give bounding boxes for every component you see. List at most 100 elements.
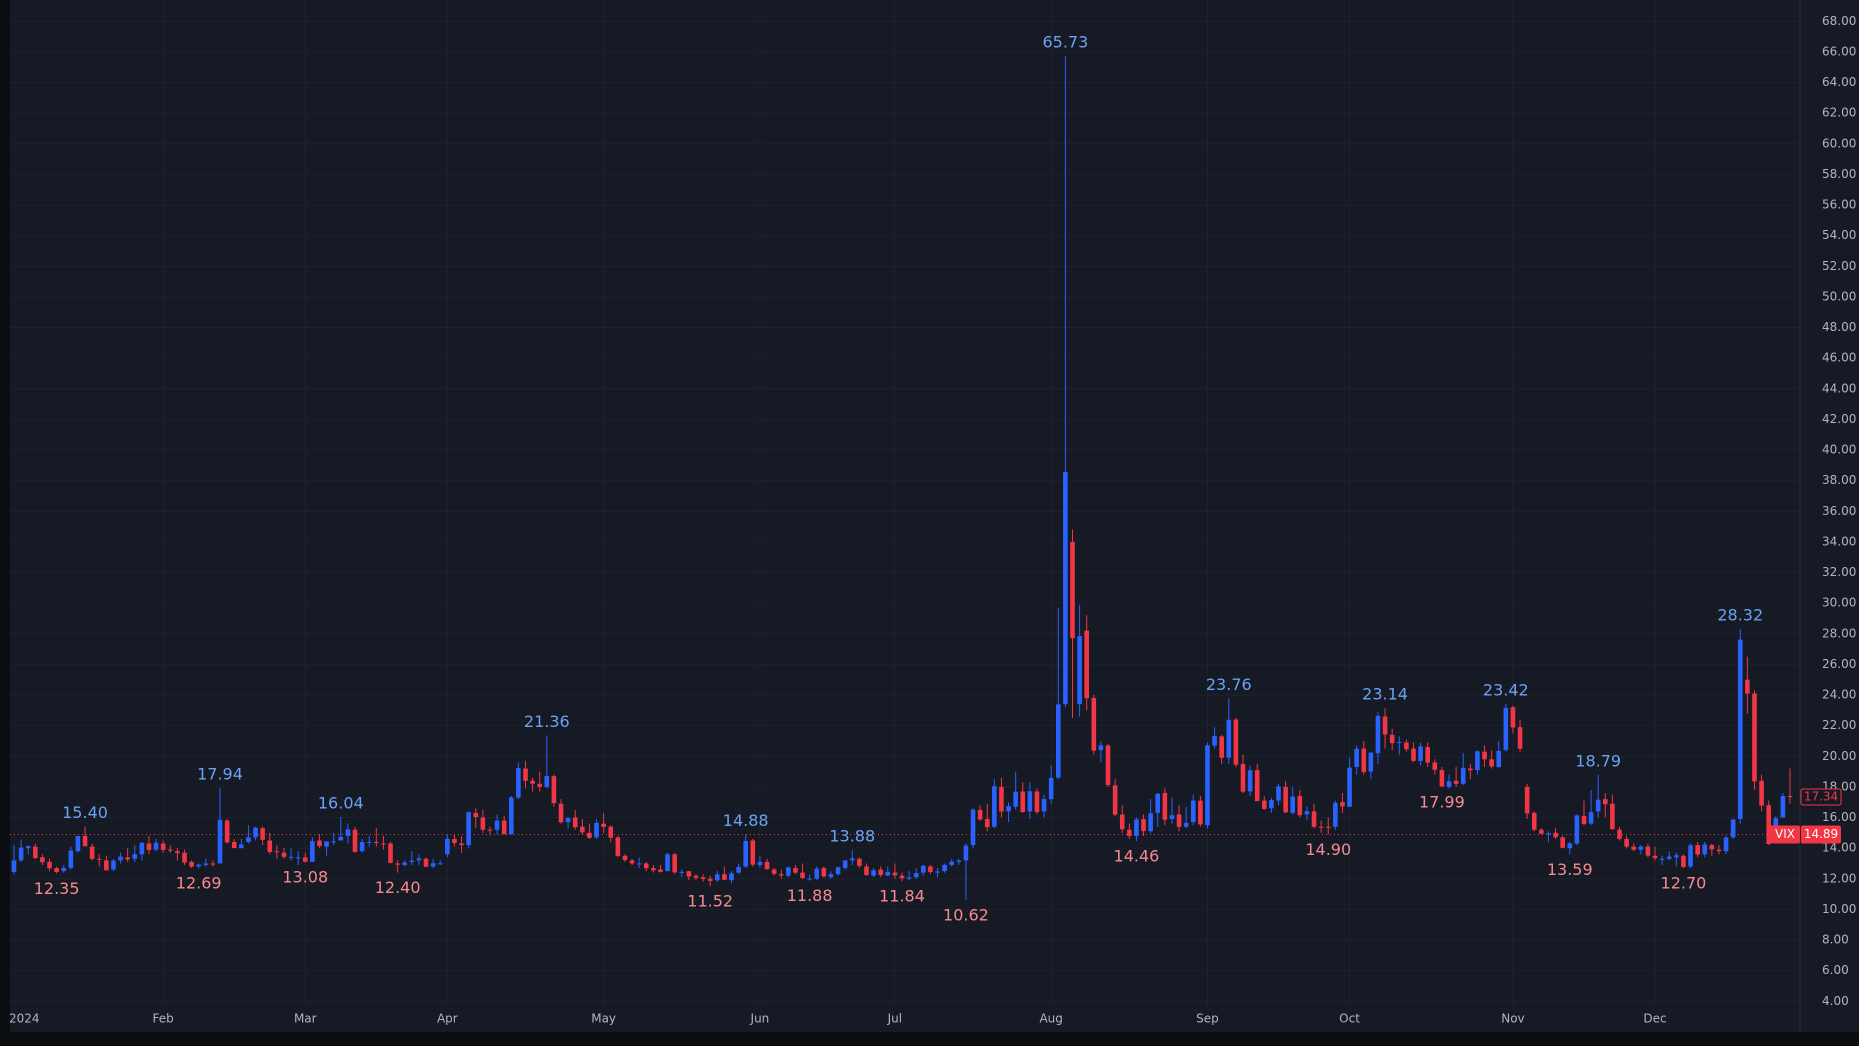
candle-body xyxy=(530,780,535,784)
candle-body xyxy=(928,866,933,873)
candle-body xyxy=(487,829,493,831)
candle-body xyxy=(61,868,67,872)
candle-body xyxy=(963,845,969,861)
candle-body xyxy=(977,809,983,820)
candle-body xyxy=(849,858,855,861)
candle-body xyxy=(1070,541,1075,639)
candle-body xyxy=(629,860,635,864)
y-tick-label: 48.00 xyxy=(1822,320,1856,334)
candle-body xyxy=(1212,736,1217,746)
candle-body xyxy=(1162,793,1168,820)
candle-body xyxy=(1553,832,1558,838)
candle-body xyxy=(1112,785,1118,815)
candle-body xyxy=(992,786,997,827)
candle-body xyxy=(572,817,578,828)
candle-body xyxy=(1730,819,1736,838)
candle-body xyxy=(345,829,351,836)
candle-body xyxy=(771,869,777,874)
candle-body xyxy=(1581,815,1587,824)
candle-body xyxy=(793,868,798,873)
candle-body xyxy=(1482,751,1487,760)
candle-body xyxy=(125,857,130,860)
candle-body xyxy=(679,871,685,873)
candle-body xyxy=(75,836,81,852)
y-tick-label: 66.00 xyxy=(1822,44,1856,58)
candle-body xyxy=(1134,819,1139,836)
candle-body xyxy=(203,863,209,865)
candle-body xyxy=(1276,786,1281,801)
high-label: 23.42 xyxy=(1483,680,1529,699)
candle-body xyxy=(1368,752,1374,772)
candle-body xyxy=(409,860,415,862)
candle-body xyxy=(182,852,187,863)
candle-body xyxy=(1681,855,1686,867)
candle-body xyxy=(1311,811,1317,827)
candle-body xyxy=(665,854,670,872)
candle-body xyxy=(1695,845,1700,855)
candle-body xyxy=(89,846,95,859)
candle-body xyxy=(1205,745,1210,826)
candle-body xyxy=(494,820,500,830)
low-label: 11.88 xyxy=(787,886,833,905)
candle-body xyxy=(864,866,869,876)
candle-body xyxy=(1176,814,1182,827)
candle-body xyxy=(516,768,521,798)
y-tick-label: 26.00 xyxy=(1822,657,1856,671)
candle-body xyxy=(1624,838,1629,847)
high-label: 13.88 xyxy=(829,826,875,845)
y-tick-label: 16.00 xyxy=(1822,810,1856,824)
y-tick-label: 42.00 xyxy=(1822,412,1856,426)
candle-body xyxy=(111,860,116,870)
candle-body xyxy=(1631,846,1637,850)
candle-body xyxy=(622,855,628,860)
candle-body xyxy=(1780,796,1786,818)
low-label: 12.69 xyxy=(176,874,222,893)
candle-body xyxy=(1439,770,1445,787)
candle-body xyxy=(1560,837,1565,848)
candle-body xyxy=(288,856,294,858)
candle-body xyxy=(1702,844,1708,855)
candle-body xyxy=(786,867,791,876)
candle-body xyxy=(1716,849,1722,852)
candle-body xyxy=(416,858,422,861)
candle-body xyxy=(267,840,273,852)
candle-body xyxy=(1198,800,1203,825)
candle-body xyxy=(1411,748,1416,761)
candle-body xyxy=(1389,734,1395,744)
candle-body xyxy=(33,846,38,859)
y-tick-label: 20.00 xyxy=(1822,749,1856,763)
candle-body xyxy=(1574,815,1580,844)
candle-body xyxy=(395,863,400,865)
candle-body xyxy=(1141,819,1146,832)
candle-body xyxy=(1027,791,1033,812)
candle-body xyxy=(1262,800,1267,809)
y-tick-label: 34.00 xyxy=(1822,534,1856,548)
candle-body xyxy=(359,842,365,852)
symbol-label: VIX xyxy=(1775,827,1795,841)
y-tick-label: 46.00 xyxy=(1822,351,1856,365)
candle-body xyxy=(1290,796,1296,813)
price-line-box xyxy=(1801,825,1841,844)
high-label: 14.88 xyxy=(723,811,769,830)
candle-body xyxy=(466,812,471,846)
candle-body xyxy=(1503,707,1509,751)
candle-body xyxy=(523,768,528,781)
y-tick-label: 58.00 xyxy=(1822,167,1856,181)
x-tick-label: Mar xyxy=(294,1012,317,1026)
candle-body xyxy=(1567,843,1573,849)
low-label: 17.99 xyxy=(1419,793,1465,812)
candle-body xyxy=(1759,780,1764,806)
candle-body xyxy=(430,863,436,867)
candle-body xyxy=(1404,742,1409,750)
candle-body xyxy=(906,877,912,879)
candle-body xyxy=(828,874,834,878)
candle-body xyxy=(1233,719,1239,765)
y-tick-label: 4.00 xyxy=(1822,994,1849,1008)
candle-body xyxy=(722,874,727,880)
high-label: 65.73 xyxy=(1042,33,1088,52)
candle-body xyxy=(594,822,599,838)
candle-body xyxy=(984,819,990,828)
candle-body xyxy=(1659,858,1665,860)
y-tick-label: 28.00 xyxy=(1822,626,1856,640)
